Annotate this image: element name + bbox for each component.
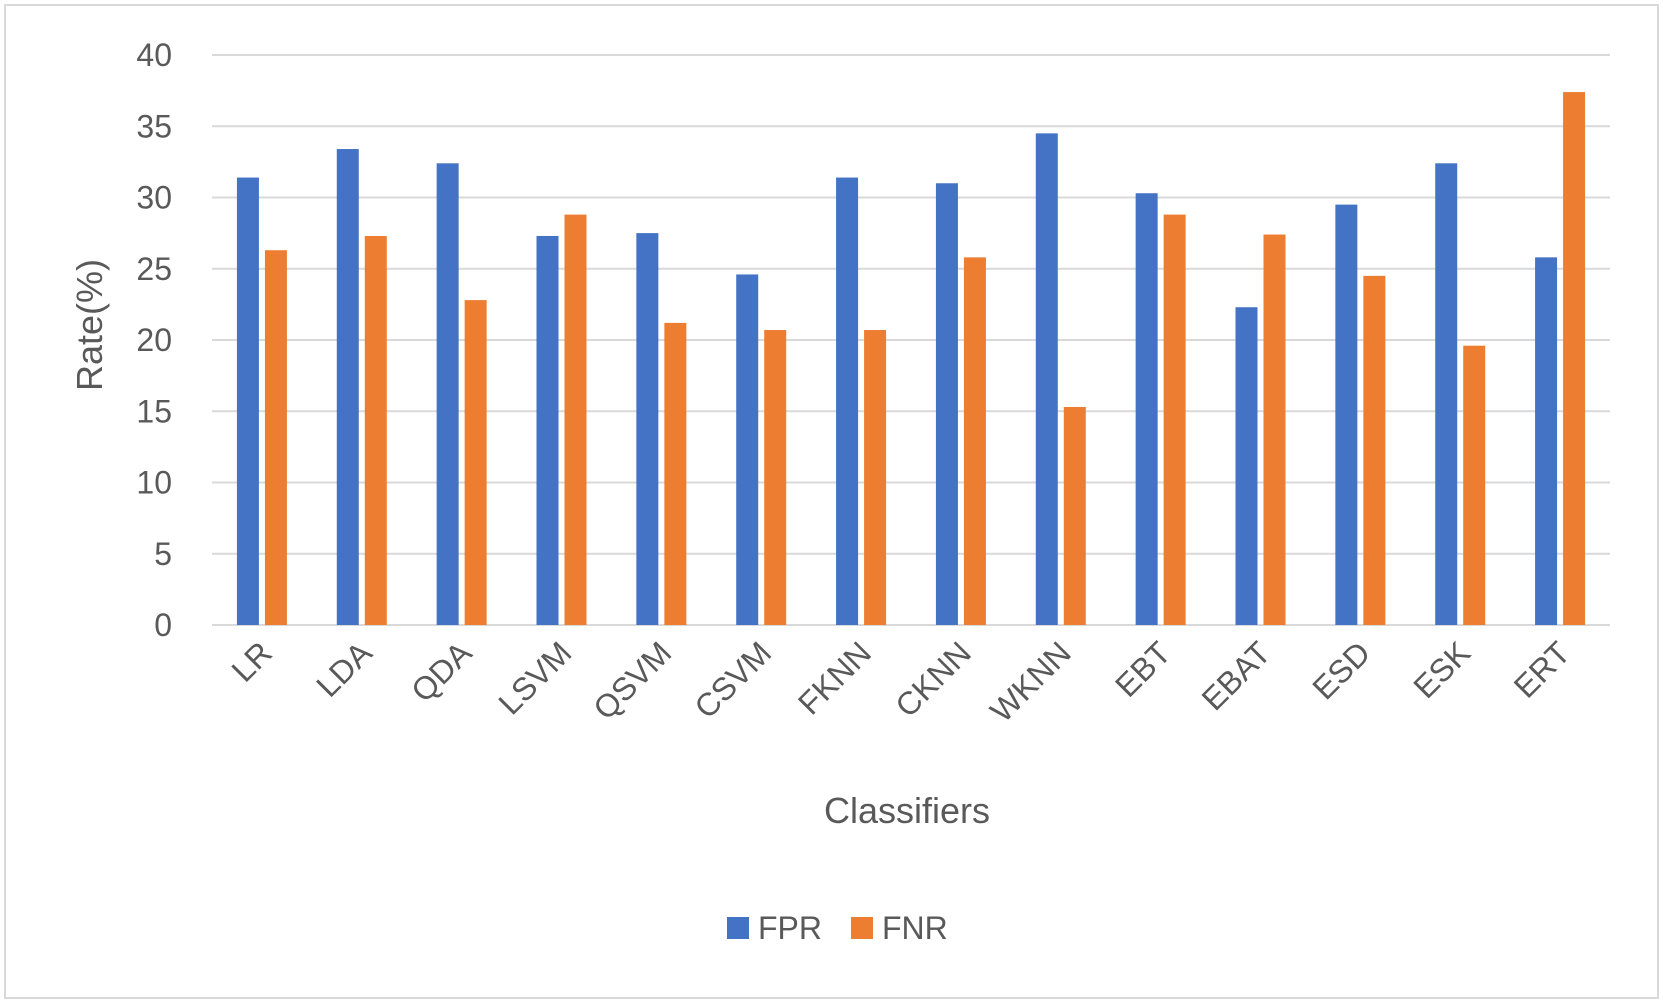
bar-fnr-esk — [1463, 345, 1486, 625]
bar-fpr-esd — [1335, 204, 1358, 625]
bar-fpr-qsvm — [636, 233, 659, 625]
x-tick-label: LR — [224, 634, 278, 688]
x-tick-label: LDA — [309, 634, 379, 704]
x-tick-label: LSVM — [491, 634, 578, 721]
bar-fnr-wknn — [1063, 406, 1086, 625]
bars — [236, 92, 1586, 626]
bar-fnr-ebt — [1163, 214, 1186, 625]
x-axis-ticks: LR LDA QDA LSVM QSVM CSVM FKNN CKNN WKNN EBT EBAT E… — [224, 634, 1577, 729]
y-tick-label: 5 — [154, 536, 172, 572]
bar-fpr-fknn — [836, 177, 859, 626]
bar-fpr-wknn — [1035, 133, 1058, 625]
bar-fpr-lda — [336, 149, 359, 626]
bar-fnr-lda — [364, 235, 387, 625]
y-axis-ticks: 0 5 10 15 20 25 30 35 40 — [136, 37, 172, 643]
bar-fpr-ert — [1535, 257, 1558, 625]
x-tick-label: CKNN — [888, 634, 978, 724]
y-axis-title: Rate(%) — [69, 259, 110, 391]
y-tick-label: 15 — [136, 393, 172, 429]
bar-fnr-qda — [464, 300, 487, 625]
y-tick-label: 25 — [136, 251, 172, 287]
x-tick-label: EBT — [1108, 634, 1177, 703]
bar-fpr-csvm — [736, 274, 759, 625]
x-tick-label: EBAT — [1195, 634, 1278, 717]
y-tick-label: 20 — [136, 322, 172, 358]
bar-fnr-lr — [264, 250, 287, 625]
gridlines — [212, 54, 1610, 626]
y-tick-label: 30 — [136, 180, 172, 216]
bar-fnr-ert — [1563, 92, 1586, 626]
bar-fnr-ebat — [1263, 234, 1286, 626]
bar-fnr-fknn — [864, 330, 887, 625]
legend: FPR FNR — [727, 910, 948, 946]
x-tick-label: QDA — [404, 634, 479, 709]
y-tick-label: 10 — [136, 465, 172, 501]
y-tick-label: 35 — [136, 108, 172, 144]
x-tick-label: ERT — [1507, 634, 1577, 704]
legend-swatch-fnr — [851, 917, 873, 939]
bar-fpr-ebat — [1235, 307, 1258, 625]
y-tick-label: 40 — [136, 37, 172, 73]
x-tick-label: QSVM — [586, 634, 678, 726]
x-tick-label: CSVM — [687, 634, 778, 725]
bar-fnr-lsvm — [564, 214, 587, 625]
y-tick-label: 0 — [154, 607, 172, 643]
bar-fnr-cknn — [963, 257, 986, 625]
bar-fpr-cknn — [935, 183, 958, 625]
bar-fnr-qsvm — [664, 322, 687, 625]
x-tick-label: FKNN — [791, 634, 878, 721]
legend-label-fpr: FPR — [758, 910, 822, 946]
legend-label-fnr: FNR — [882, 910, 948, 946]
bar-fnr-csvm — [764, 330, 787, 625]
bar-fnr-esd — [1363, 275, 1386, 625]
x-axis-title: Classifiers — [824, 790, 990, 831]
x-tick-label: ESK — [1406, 634, 1477, 705]
x-tick-label: WKNN — [983, 634, 1078, 729]
bar-fpr-ebt — [1135, 193, 1158, 625]
x-tick-label: ESD — [1305, 634, 1377, 706]
legend-swatch-fpr — [727, 917, 749, 939]
bar-fpr-qda — [436, 163, 459, 626]
bar-fpr-esk — [1435, 163, 1458, 626]
bar-fpr-lsvm — [536, 235, 559, 625]
bar-fpr-lr — [236, 177, 259, 626]
